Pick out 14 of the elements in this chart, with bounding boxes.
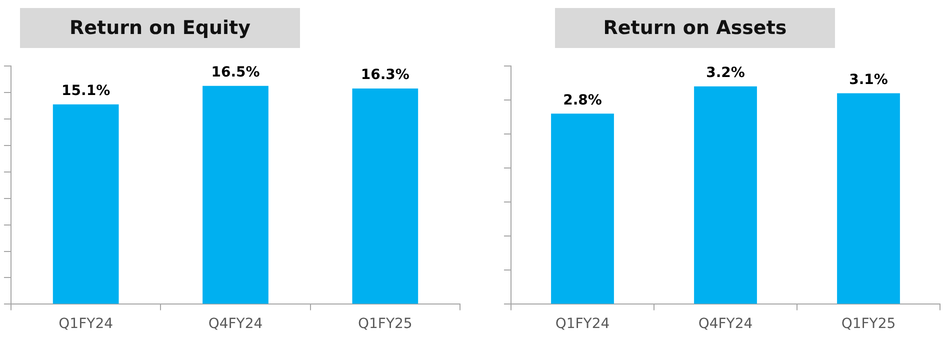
data-label: 15.1% <box>62 83 110 100</box>
x-tick-label: Q1FY25 <box>841 316 896 332</box>
chart-title: Return on Assets <box>555 8 835 48</box>
data-label: 3.2% <box>706 65 745 82</box>
chart-title: Return on Equity <box>20 8 300 48</box>
x-tick-label: Q4FY24 <box>208 316 263 332</box>
x-tick-label: Q1FY24 <box>555 316 610 332</box>
x-tick-label: Q4FY24 <box>698 316 753 332</box>
data-label: 3.1% <box>849 72 888 88</box>
data-label: 16.3% <box>360 67 410 84</box>
data-label: 16.5% <box>211 64 260 80</box>
data-label: 2.8% <box>563 92 602 108</box>
x-tick-label: Q1FY25 <box>358 316 412 332</box>
x-tick-label: Q1FY24 <box>58 316 114 332</box>
